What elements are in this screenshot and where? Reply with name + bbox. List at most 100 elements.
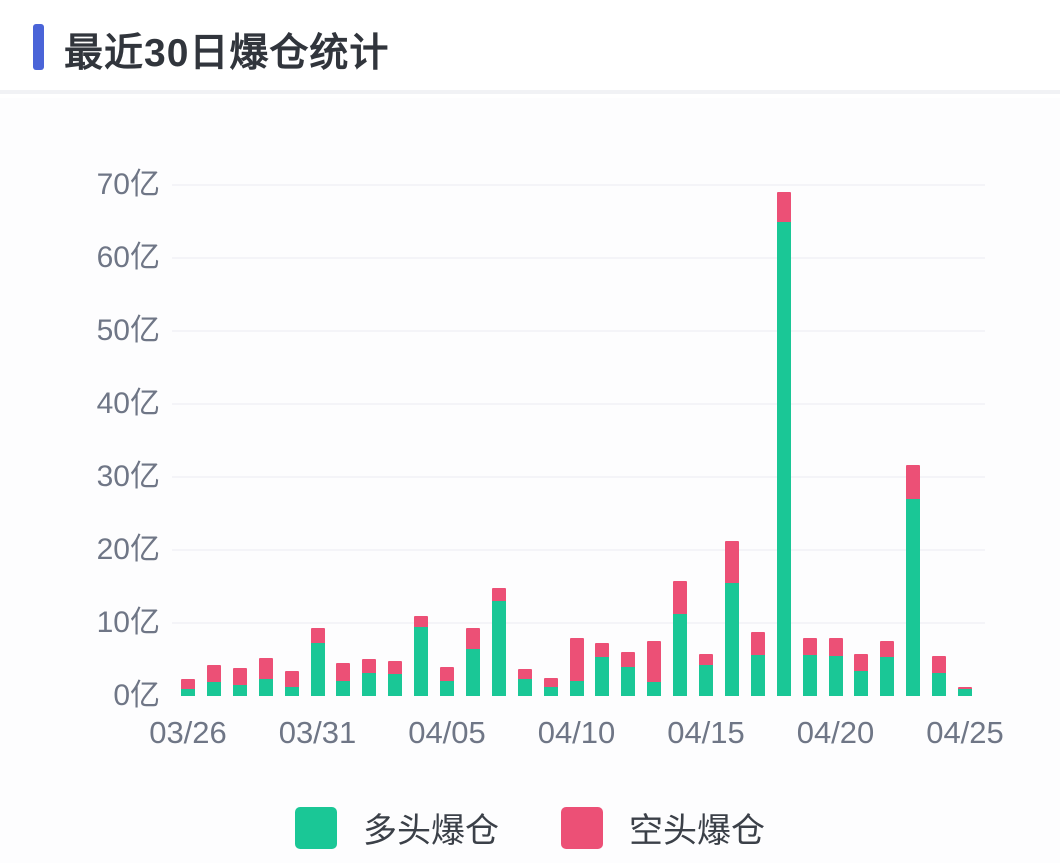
- bar-segment-long: [284, 687, 299, 696]
- bar-segment-short: [802, 638, 817, 656]
- bar-segment-long: [465, 648, 480, 696]
- legend-item-short[interactable]: 空头爆仓: [561, 803, 765, 852]
- x-tick-label-04-10: 04/10: [537, 715, 616, 750]
- bar-segment-long: [595, 657, 610, 696]
- bar-segment-short: [388, 660, 403, 675]
- bar-segment-long: [647, 682, 662, 696]
- bar-04-10[interactable]: [569, 637, 584, 696]
- title-accent-bar: [33, 24, 44, 70]
- bar-04-12[interactable]: [621, 652, 636, 696]
- bar-04-08[interactable]: [517, 669, 532, 696]
- chart-legend: 多头爆仓 空头爆仓: [0, 803, 1060, 852]
- y-tick-label-10: 10亿: [96, 606, 160, 639]
- bar-04-05[interactable]: [440, 666, 454, 696]
- y-tick-label-70: 70亿: [96, 168, 160, 201]
- bar-04-21[interactable]: [854, 653, 869, 696]
- bar-segment-short: [336, 663, 351, 682]
- bar-segment-long: [673, 614, 688, 696]
- bar-segment-long: [491, 601, 506, 696]
- bar-04-06[interactable]: [465, 628, 480, 696]
- legend-item-long[interactable]: 多头爆仓: [295, 803, 499, 852]
- bar-03-26[interactable]: [181, 679, 195, 696]
- bar-segment-long: [206, 682, 221, 696]
- bar-04-19[interactable]: [802, 638, 817, 696]
- bar-04-11[interactable]: [595, 643, 610, 696]
- bar-segment-short: [621, 652, 636, 667]
- bar-segment-short: [776, 191, 791, 222]
- bar-segment-short: [232, 668, 247, 686]
- bar-segment-long: [310, 642, 325, 696]
- bar-04-13[interactable]: [647, 640, 662, 696]
- bar-04-23[interactable]: [906, 465, 921, 696]
- bar-segment-long: [569, 680, 584, 696]
- bar-03-31[interactable]: [310, 628, 325, 696]
- bar-04-20[interactable]: [828, 638, 843, 696]
- x-tick-label-04-05: 04/05: [408, 715, 486, 750]
- bar-segment-short: [724, 541, 739, 583]
- bar-segment-short: [854, 653, 869, 672]
- bar-03-27[interactable]: [206, 664, 221, 696]
- bar-04-09[interactable]: [543, 677, 558, 696]
- bar-segment-short: [258, 658, 273, 680]
- bar-03-30[interactable]: [284, 671, 299, 696]
- bar-segment-long: [414, 626, 429, 696]
- bar-segment-long: [906, 498, 921, 696]
- legend-label-short: 空头爆仓: [629, 812, 765, 850]
- bar-04-15[interactable]: [699, 653, 713, 696]
- bar-segment-long: [932, 672, 947, 696]
- bar-04-25[interactable]: [958, 687, 972, 696]
- bar-segment-short: [310, 628, 325, 643]
- bar-segment-long: [776, 221, 791, 696]
- bar-04-07[interactable]: [491, 587, 506, 696]
- bar-04-22[interactable]: [880, 640, 895, 696]
- bar-segment-short: [699, 653, 713, 665]
- bar-segment-long: [828, 655, 843, 696]
- bar-04-14[interactable]: [673, 580, 688, 696]
- y-tick-label-60: 60亿: [96, 241, 160, 274]
- bar-segment-long: [802, 655, 817, 696]
- bar-segment-short: [517, 669, 532, 680]
- bar-segment-short: [828, 638, 843, 656]
- bar-04-18[interactable]: [776, 191, 791, 696]
- bar-segment-short: [362, 658, 377, 674]
- gridline-10: [172, 622, 985, 624]
- gridline-40: [172, 403, 985, 405]
- bar-03-28[interactable]: [232, 668, 247, 696]
- x-tick-label-04-25: 04/25: [926, 715, 1004, 750]
- bar-04-04[interactable]: [414, 615, 429, 696]
- bar-segment-long: [336, 681, 351, 696]
- bar-segment-long: [621, 666, 636, 696]
- bar-segment-short: [284, 671, 299, 688]
- y-tick-label-50: 50亿: [96, 314, 160, 347]
- bar-04-16[interactable]: [724, 541, 739, 696]
- bar-segment-short: [880, 640, 895, 658]
- bar-04-17[interactable]: [750, 631, 765, 696]
- x-tick-label-04-20: 04/20: [796, 715, 875, 750]
- bar-segment-short: [543, 677, 558, 687]
- bar-03-29[interactable]: [258, 658, 273, 696]
- bar-segment-long: [724, 582, 739, 696]
- bar-segment-long: [388, 674, 403, 696]
- bar-segment-long: [543, 686, 558, 696]
- x-tick-label-04-15: 04/15: [667, 715, 745, 750]
- bar-04-24[interactable]: [932, 655, 947, 696]
- gridline-70: [172, 184, 985, 186]
- bar-segment-short: [595, 643, 610, 658]
- bar-segment-short: [181, 679, 195, 689]
- bar-segment-long: [181, 688, 195, 696]
- bar-segment-short: [491, 587, 506, 602]
- liquidation-bar-chart: 0亿 10亿 20亿 30亿 40亿 50亿 60亿 70亿 03/26 03/31 04/05 0…: [0, 98, 1060, 863]
- gridline-60: [172, 257, 985, 259]
- bar-04-01[interactable]: [336, 663, 351, 696]
- bar-segment-long: [362, 673, 377, 696]
- y-tick-label-0: 0亿: [113, 679, 160, 712]
- bar-segment-long: [880, 657, 895, 696]
- bar-segment-short: [673, 580, 688, 615]
- bar-04-03[interactable]: [388, 660, 403, 696]
- y-tick-label-30: 30亿: [96, 460, 160, 493]
- bar-segment-long: [699, 664, 713, 696]
- page-title: 最近30日爆仓统计: [64, 32, 390, 75]
- long-liquidation-swatch-icon: [295, 806, 337, 849]
- bar-04-02[interactable]: [362, 658, 377, 696]
- bar-segment-long: [258, 679, 273, 696]
